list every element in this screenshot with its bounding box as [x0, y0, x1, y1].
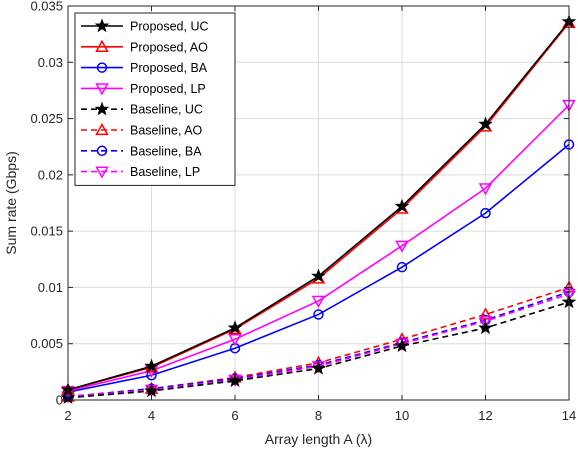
x-tick-label: 8	[315, 408, 322, 423]
legend-marker-sample	[96, 145, 108, 157]
y-tick-label: 0.02	[38, 167, 63, 182]
legend-box	[74, 12, 236, 186]
data-point-marker	[227, 320, 243, 335]
legend-marker-sample	[95, 122, 109, 136]
legend: Proposed, UC Proposed, AO Proposed, BA Prop…	[74, 12, 236, 186]
legend-marker-sample	[94, 101, 110, 116]
data-point-marker	[395, 240, 409, 253]
legend-entry: Proposed, BA	[81, 61, 208, 75]
legend-label: Proposed, UC	[130, 20, 209, 34]
data-point-marker	[478, 307, 493, 320]
y-tick-label: 0.015	[30, 224, 63, 239]
legend-label: Baseline, UC	[130, 103, 203, 117]
legend-label: Proposed, LP	[130, 82, 206, 96]
legend-marker-sample	[94, 18, 110, 33]
series-group	[60, 14, 577, 404]
legend-label: Baseline, LP	[130, 165, 200, 179]
data-point-marker	[394, 198, 410, 213]
legend-label: Proposed, AO	[130, 40, 208, 54]
legend-marker-sample	[95, 166, 109, 179]
x-tick-label: 4	[148, 408, 155, 423]
legend-entry: Baseline, LP	[81, 165, 200, 179]
y-tick-label: 0.01	[38, 280, 63, 295]
y-tick-label: 0.025	[30, 111, 63, 126]
data-point-marker	[478, 316, 493, 329]
legend-marker-sample	[95, 39, 109, 52]
legend-entry: Proposed, LP	[81, 82, 206, 96]
legend-entry: Baseline, BA	[81, 144, 202, 158]
y-axis-label: Sum rate (Gbps)	[3, 151, 19, 254]
data-point-marker	[478, 320, 493, 335]
legend-marker-sample	[95, 83, 109, 96]
x-tick-label: 6	[231, 408, 238, 423]
legend-entry: Baseline, UC	[81, 101, 203, 117]
data-point-marker	[394, 338, 410, 353]
legend-entry: Proposed, UC	[81, 18, 209, 34]
series-line	[67, 104, 570, 392]
data-point-marker	[396, 261, 408, 273]
x-tick-label: 12	[478, 408, 492, 423]
data-point-marker	[144, 383, 159, 398]
y-tick-label: 0.005	[30, 336, 63, 351]
legend-entry: Baseline, AO	[81, 122, 203, 138]
x-tick-label: 14	[562, 408, 576, 423]
data-point-marker	[311, 360, 326, 375]
y-tick-label: 0	[56, 393, 63, 408]
x-tick-label: 10	[395, 408, 409, 423]
x-tick-label: 2	[64, 408, 71, 423]
legend-label: Proposed, BA	[130, 61, 208, 75]
data-point-marker	[478, 183, 493, 196]
x-axis-label: Array length A (λ)	[265, 431, 372, 447]
y-tick-label: 0.035	[30, 0, 63, 14]
legend-marker-sample	[96, 62, 108, 73]
data-point-marker	[313, 309, 324, 320]
data-point-marker	[144, 358, 159, 373]
axis-ticks: 2 4 6 8 10 12 14 0 0.005 0.01 0.015 0.02 0.025 0.03 0.…	[30, 0, 576, 423]
data-point-marker	[480, 207, 491, 219]
legend-entry: Proposed, AO	[81, 39, 208, 54]
data-point-marker	[311, 295, 326, 308]
data-point-marker	[311, 268, 326, 283]
data-point-marker	[478, 116, 493, 131]
y-tick-label: 0.03	[38, 55, 63, 70]
legend-label: Baseline, BA	[130, 144, 202, 158]
data-point-marker	[227, 373, 243, 388]
legend-label: Baseline, AO	[130, 124, 203, 138]
data-point-marker	[228, 334, 242, 347]
